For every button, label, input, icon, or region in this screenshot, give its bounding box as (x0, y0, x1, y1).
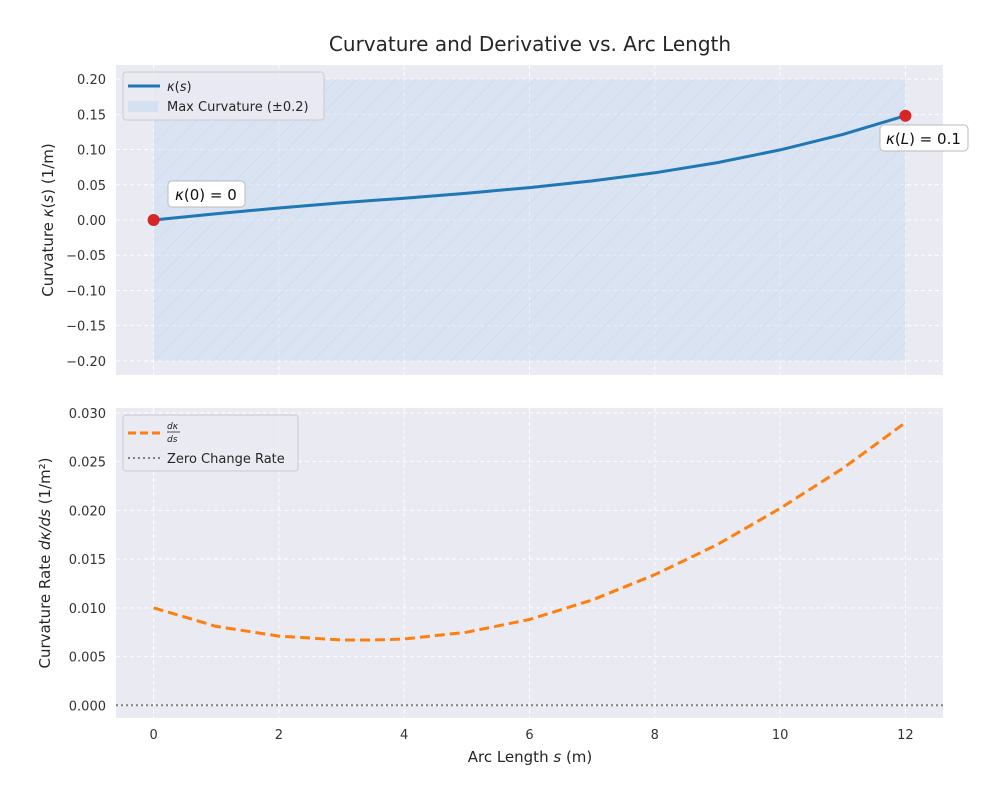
y-tick-label: 0.000 (69, 699, 106, 714)
y-tick-label: −0.10 (66, 284, 106, 299)
y-tick-label: 0.05 (77, 179, 106, 194)
curvature-legend-box (122, 71, 325, 121)
y-tick-label: 0.00 (77, 214, 106, 229)
chart-title: Curvature and Derivative vs. Arc Length (329, 32, 731, 56)
rate-legend: dκ ds Zero Change Rate (122, 414, 299, 472)
endpoint-marker (899, 109, 912, 122)
y-tick-label: 0.015 (69, 553, 106, 568)
annotation-start-box (167, 180, 246, 208)
y-tick-label: 0.005 (69, 651, 106, 666)
y-tick-label: 0.10 (77, 144, 106, 159)
rate-y-axis-label: Curvature Rate dκ/ds (1/m²) (36, 457, 54, 668)
y-tick-label: 0.025 (69, 456, 106, 471)
annotation-start: κ(0) = 0 (167, 180, 246, 208)
annotation-end-box (879, 124, 969, 152)
kappa-series-line (153, 114, 906, 222)
rate-legend-box (122, 414, 299, 472)
curvature-y-axis-label: Curvature κ(s) (1/m) (39, 143, 57, 297)
y-tick-label: 0.20 (77, 73, 106, 88)
legend-dkds-num: dκ (167, 422, 179, 432)
y-tick-label: 0.010 (69, 602, 106, 617)
y-tick-label: 0.030 (69, 407, 106, 422)
y-tick-label: 0.15 (77, 108, 106, 123)
legend-dkds-den: ds (167, 435, 178, 445)
x-tick-label: 8 (651, 728, 659, 743)
x-tick-label: 0 (149, 728, 157, 743)
y-tick-label: −0.15 (66, 320, 106, 335)
legend-band-swatch (128, 101, 158, 112)
curvature-legend: κ(s) Max Curvature (±0.2) (122, 71, 325, 121)
annotation-end-text: κ(L) = 0.1 (886, 130, 961, 148)
dkds-series-line (153, 421, 907, 642)
endpoint-marker (147, 214, 160, 226)
y-tick-label: 0.020 (69, 504, 106, 519)
x-tick-label: 2 (275, 728, 283, 743)
rate-axes: 0.030 0.025 0.020 0.015 0.010 0.005 0.000 0 2 4 6… (36, 407, 943, 766)
x-tick-label: 12 (897, 728, 914, 743)
legend-kappa-label: κ(s) (167, 80, 192, 95)
x-tick-label: 4 (400, 728, 408, 743)
annotation-start-text: κ(0) = 0 (175, 186, 237, 204)
x-axis-label: Arc Length s (m) (468, 748, 593, 766)
legend-zero-label: Zero Change Rate (167, 452, 285, 467)
curvature-axes: 0.20 0.15 0.10 0.05 0.00 −0.05 −0.10 −0.15 −0.20… (39, 65, 969, 375)
x-tick-label: 10 (772, 728, 789, 743)
y-tick-label: −0.05 (66, 249, 106, 264)
x-tick-label: 6 (525, 728, 533, 743)
max-curvature-band-hatch (153, 79, 906, 361)
legend-band-label: Max Curvature (±0.2) (167, 100, 309, 115)
y-tick-label: −0.20 (66, 355, 106, 370)
annotation-end: κ(L) = 0.1 (879, 124, 969, 152)
